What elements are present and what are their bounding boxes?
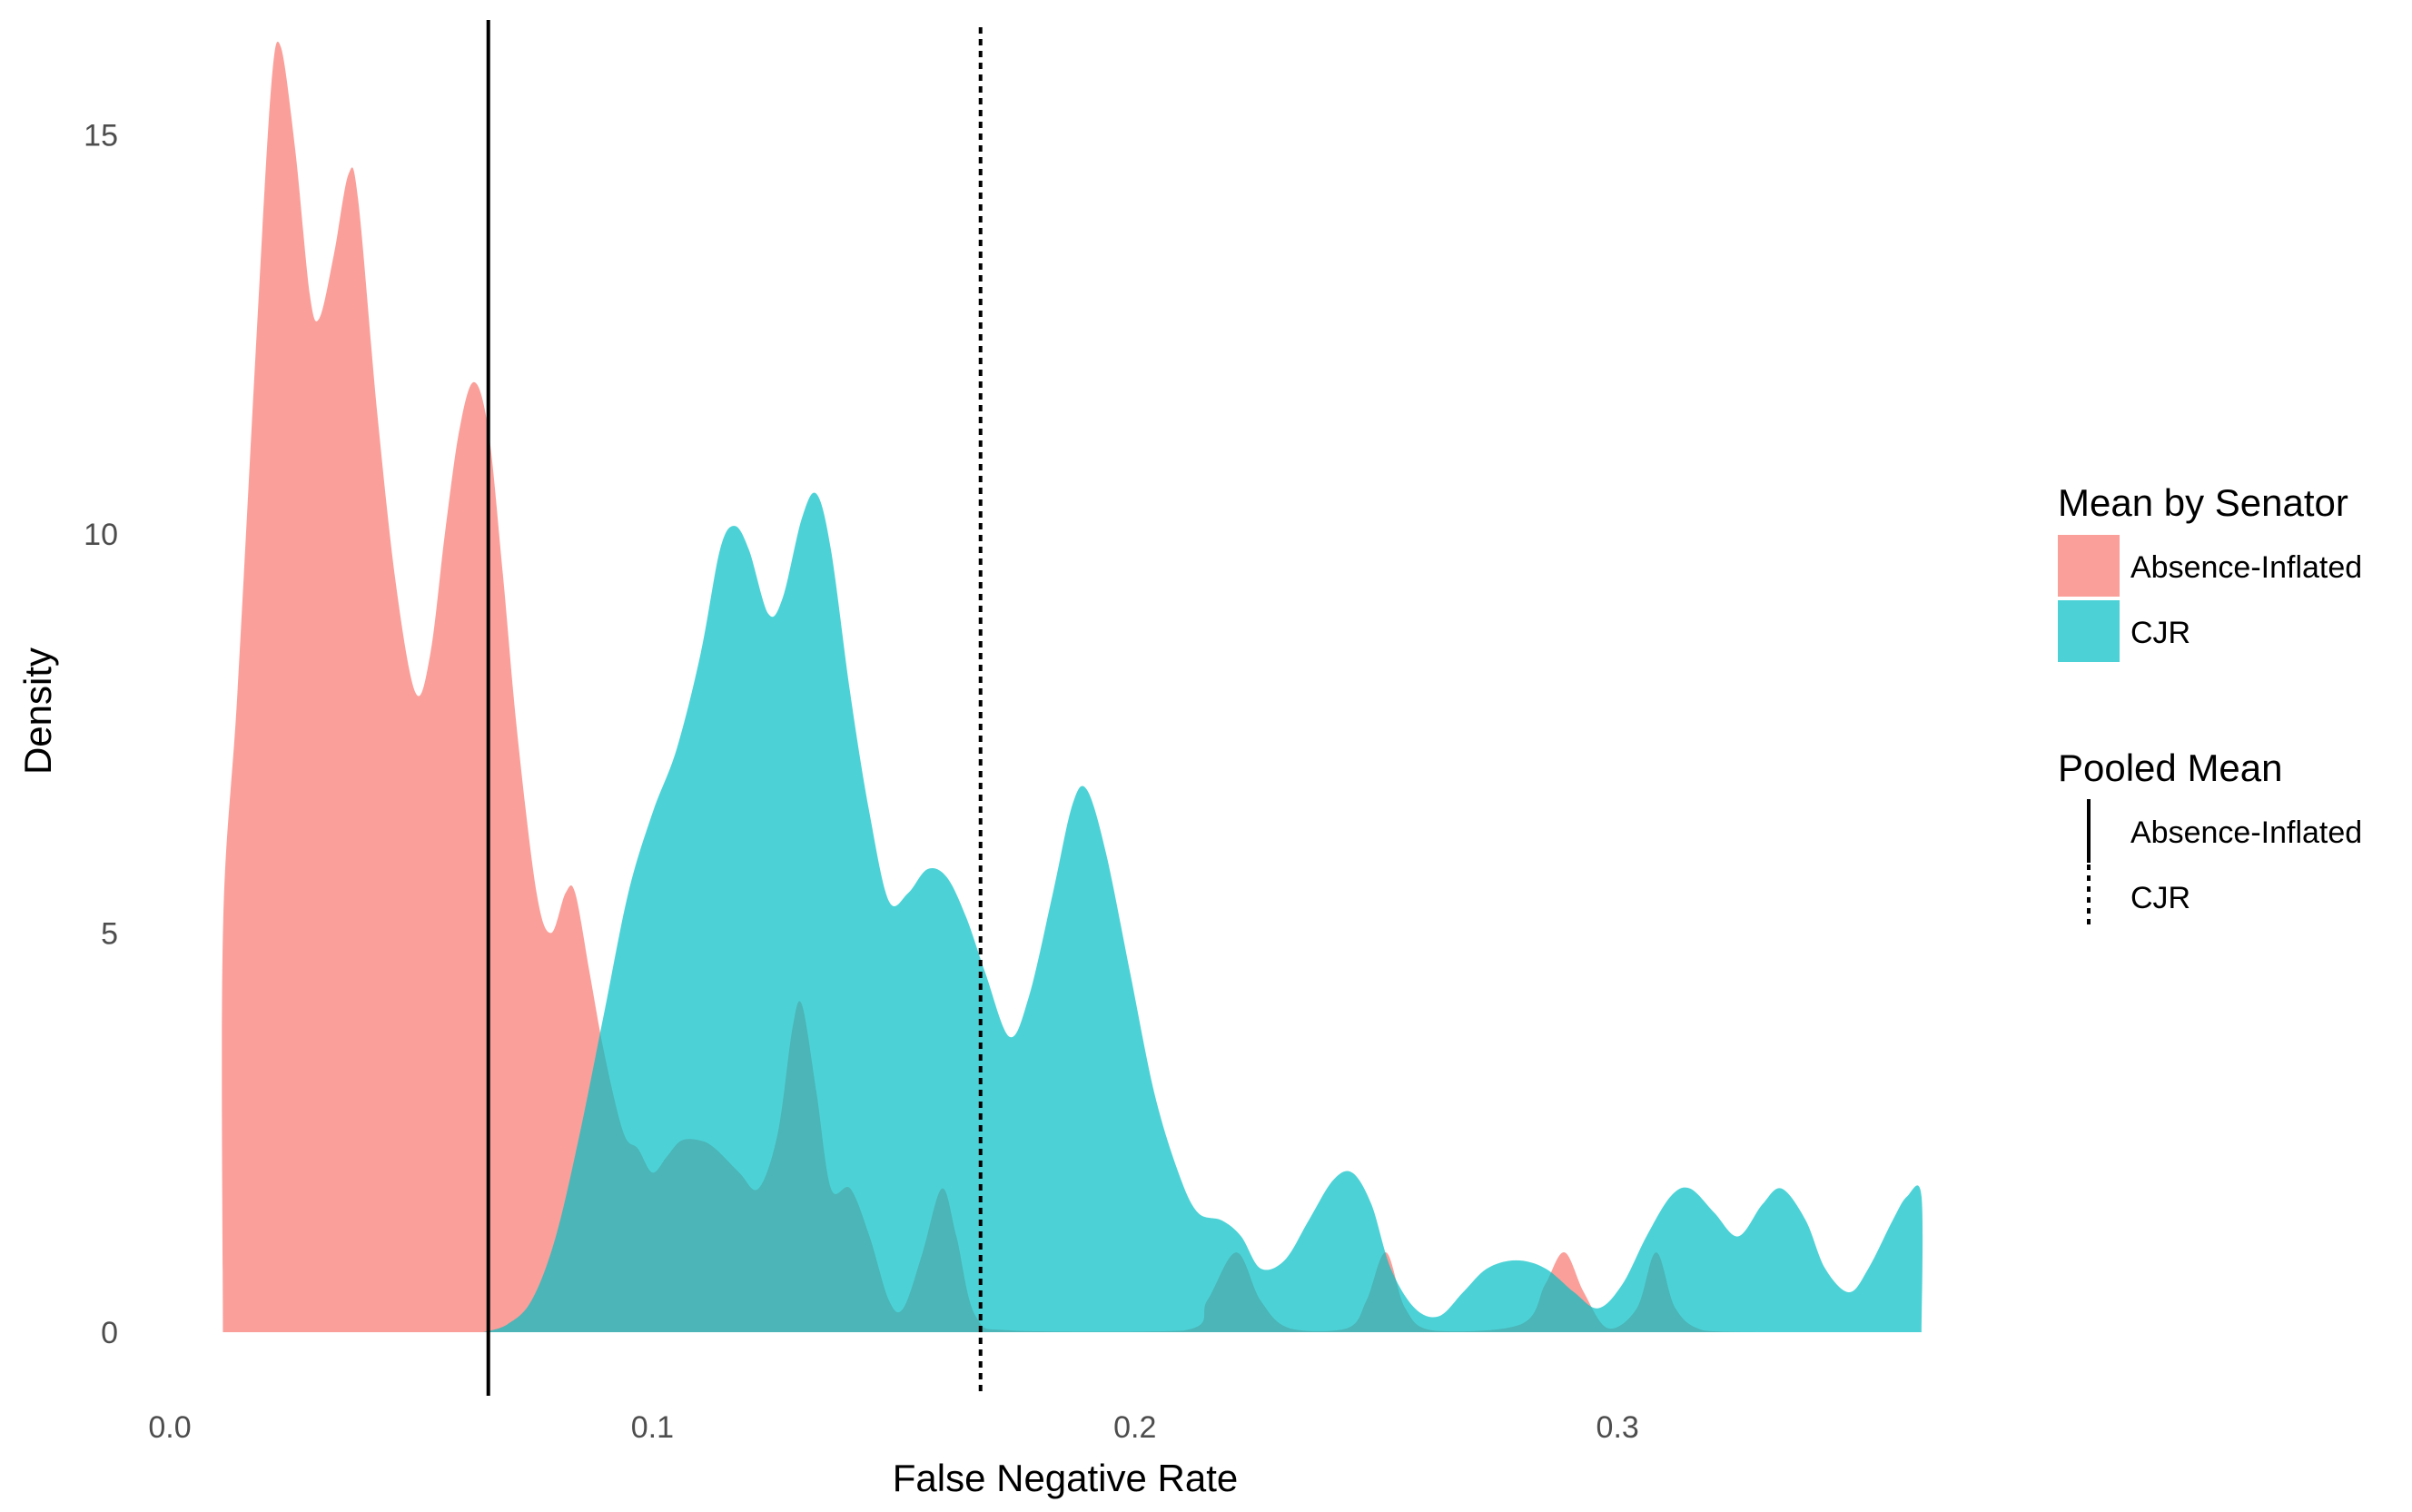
legend-title-senator: Mean by Senator <box>2058 481 2348 524</box>
density-area-cjr <box>483 492 1923 1332</box>
x-tick-label: 0.2 <box>1113 1410 1156 1445</box>
legend-swatch-cjr <box>2058 600 2120 662</box>
legend-label-cjr: CJR <box>2130 616 2190 650</box>
x-tick-label: 0.3 <box>1596 1410 1639 1445</box>
legend-label-absence-inflated: Absence-Inflated <box>2130 550 2362 585</box>
x-axis-title: False Negative Rate <box>893 1457 1239 1499</box>
y-tick-label: 10 <box>84 518 118 552</box>
density-area-absence-inflated <box>222 41 1767 1332</box>
legend: Mean by Senator Absence-Inflated CJR Poo… <box>2058 481 2362 928</box>
x-tick-label: 0.1 <box>631 1410 674 1445</box>
density-areas <box>222 41 1923 1332</box>
y-axis-title: Density <box>16 647 59 775</box>
y-axis-ticks: 0 5 10 15 <box>84 118 118 1350</box>
plot-area <box>222 20 1923 1396</box>
x-axis-ticks: 0.0 0.1 0.2 0.3 <box>148 1410 1638 1445</box>
legend-line-label-cjr: CJR <box>2130 881 2190 915</box>
y-tick-label: 5 <box>101 916 118 951</box>
pooled-mean-lines <box>486 20 983 1396</box>
legend-title-pooled-mean: Pooled Mean <box>2058 746 2283 789</box>
y-tick-label: 0 <box>101 1316 118 1350</box>
legend-line-label-absence-inflated: Absence-Inflated <box>2130 815 2362 850</box>
x-tick-label: 0.0 <box>148 1410 191 1445</box>
legend-swatch-absence-inflated <box>2058 535 2120 597</box>
y-tick-label: 15 <box>84 118 118 153</box>
